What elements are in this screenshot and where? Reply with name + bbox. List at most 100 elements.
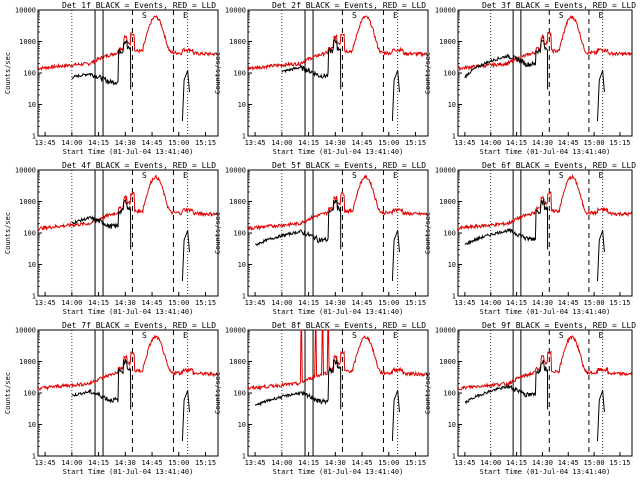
x-tick-label: 14:45 [142,299,163,307]
events-recovery-line [597,70,605,122]
x-tick-label: 13:45 [454,139,475,147]
x-tick-label: 13:45 [35,139,56,147]
marker-e-label: E [393,11,398,20]
events-recovery-line [597,390,605,442]
plot-frame [457,9,633,137]
y-tick-label: 10 [28,101,36,109]
marker-e-label: E [393,171,398,180]
x-tick-label: 15:15 [405,139,426,147]
y-tick-label: 10000 [435,167,456,175]
x-tick-label: 14:00 [61,139,82,147]
x-tick-label: 14:45 [142,139,163,147]
x-tick-label: 15:00 [584,299,605,307]
x-axis-label: Start Time (01-Jul-04 13:41:40) [480,308,611,316]
events-recovery-line [597,230,605,282]
x-tick-label: 13:45 [35,299,56,307]
x-tick-label: 15:00 [378,139,399,147]
y-tick-label: 10 [238,261,246,269]
marker-s-label: S [142,331,147,340]
x-tick-label: 14:15 [506,299,527,307]
y-tick-label: 100 [233,390,246,398]
events-series-line [464,359,549,410]
x-tick-label: 15:00 [378,299,399,307]
marker-s-label: S [352,331,357,340]
x-axis-label: Start Time (01-Jul-04 13:41:40) [63,308,194,316]
x-tick-label: 14:30 [325,459,346,467]
x-tick-label: 14:30 [115,459,136,467]
y-tick-label: 10 [448,421,456,429]
x-tick-label: 14:30 [325,139,346,147]
y-tick-label: 100 [23,70,36,78]
plot-frame [37,169,219,297]
x-tick-label: 15:15 [609,299,630,307]
x-tick-label: 14:45 [352,139,373,147]
plot-title: Det 8f BLACK = Events, RED = LLD [272,321,426,330]
y-tick-label: 1 [242,293,246,301]
x-axis-label: Start Time (01-Jul-04 13:41:40) [480,468,611,476]
events-series-line [464,198,549,250]
x-tick-label: 15:15 [195,299,216,307]
x-axis-label: Start Time (01-Jul-04 13:41:40) [273,148,404,156]
x-tick-label: 14:00 [271,459,292,467]
y-tick-label: 1 [452,293,456,301]
marker-e-label: E [183,11,188,20]
marker-s-label: S [559,171,564,180]
marker-e-label: E [183,171,188,180]
x-tick-label: 13:45 [245,459,266,467]
y-axis-label: Counts/sec [424,212,432,254]
y-tick-label: 10 [448,261,456,269]
y-tick-label: 100 [443,230,456,238]
x-tick-label: 15:15 [405,459,426,467]
x-tick-label: 14:15 [88,299,109,307]
x-tick-label: 15:00 [168,139,189,147]
x-tick-label: 15:15 [609,139,630,147]
marker-s-label: S [559,331,564,340]
x-axis-label: Start Time (01-Jul-04 13:41:40) [480,148,611,156]
marker-e-label: E [599,171,604,180]
events-recovery-line [391,390,400,442]
marker-s-label: S [352,11,357,20]
y-tick-label: 1000 [229,198,246,206]
y-tick-label: 1000 [19,358,36,366]
y-tick-label: 100 [23,390,36,398]
plot-title: Det 4f BLACK = Events, RED = LLD [62,161,216,170]
x-axis-label: Start Time (01-Jul-04 13:41:40) [63,148,194,156]
events-series-line [71,357,132,410]
events-recovery-line [181,390,190,442]
y-tick-label: 10 [238,421,246,429]
y-tick-label: 10000 [225,167,246,175]
events-series-line [464,38,549,90]
marker-s-label: S [559,11,564,20]
plot-title: Det 9f BLACK = Events, RED = LLD [482,321,636,330]
x-tick-label: 14:45 [142,459,163,467]
x-tick-label: 14:45 [558,459,579,467]
events-series-line [71,39,132,90]
x-tick-label: 15:15 [195,459,216,467]
y-tick-label: 1000 [19,198,36,206]
plot-title: Det 3f BLACK = Events, RED = LLD [482,1,636,10]
y-tick-label: 10000 [435,327,456,335]
events-series-line [71,198,132,250]
plot-title: Det 7f BLACK = Events, RED = LLD [62,321,216,330]
y-tick-label: 1 [242,453,246,461]
y-axis-label: Counts/sec [214,52,222,94]
x-tick-label: 14:15 [88,459,109,467]
x-axis-label: Start Time (01-Jul-04 13:41:40) [63,468,194,476]
plot-title: Det 5f BLACK = Events, RED = LLD [272,161,426,170]
y-tick-label: 1 [32,453,36,461]
x-tick-label: 14:30 [115,139,136,147]
x-tick-label: 15:00 [378,459,399,467]
x-tick-label: 14:15 [298,139,319,147]
y-tick-label: 1000 [229,358,246,366]
x-tick-label: 14:00 [61,459,82,467]
y-tick-label: 100 [233,70,246,78]
marker-e-label: E [599,11,604,20]
y-axis-label: Counts/sec [4,372,12,414]
y-tick-label: 1000 [439,38,456,46]
y-tick-label: 100 [443,390,456,398]
x-tick-label: 14:30 [532,299,553,307]
x-tick-label: 15:00 [168,299,189,307]
y-tick-label: 100 [233,230,246,238]
plot-frame [457,169,633,297]
